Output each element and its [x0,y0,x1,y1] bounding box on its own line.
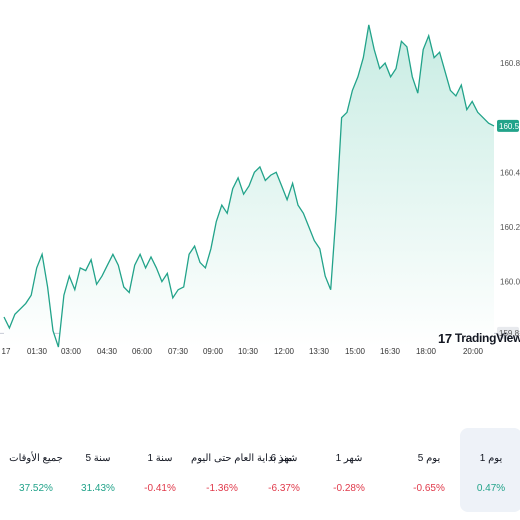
tradingview-logo-text: TradingView [454,331,520,345]
period-5-years[interactable]: 5 سنة 31.43% [67,428,129,512]
period-change: 0.47% [476,483,506,494]
period-change: -0.28% [333,483,365,494]
period-1-month[interactable]: 1 شهر -0.28% [318,428,380,512]
x-tick-label: 09:00 [203,347,224,356]
period-1-year[interactable]: 1 سنة -0.41% [129,428,191,512]
x-tick-label: 15:00 [345,347,366,356]
period-change: 31.43% [81,483,115,494]
x-tick-label: 18:00 [416,347,437,356]
tradingview-mark-icon: 17 [438,330,452,346]
x-tick-label: 20:00 [463,347,484,356]
last-price-marker: 160.570 [497,119,520,132]
x-tick-label: 10:30 [238,347,259,356]
price-line [3,24,495,348]
y-tick-label: 160.000 [500,278,520,287]
x-tick-label: 04:30 [97,347,118,356]
y-tick-label: 160.800 [500,59,520,68]
period-5-days[interactable]: 5 يوم -0.65% [398,428,460,512]
period-label: 1 يوم [479,453,503,464]
period-1-day[interactable]: 1 يوم 0.47% [460,428,520,512]
y-tick-label: 160.400 [500,168,520,177]
period-label: 5 يوم [417,453,441,464]
tradingview-logo[interactable]: 17 TradingView [438,329,520,347]
reference-price-label: 159.812 [499,329,520,338]
y-axis: 160.800 160.400 160.200 160.000 [500,59,520,286]
reference-price-marker: 159.812 [497,326,520,339]
x-tick-label: 03:00 [61,347,82,356]
period-ytd[interactable]: منذ بداية العام حتى اليوم -1.36% [191,428,293,512]
period-change: -6.37% [268,483,300,494]
x-tick-label: 12:00 [274,347,295,356]
x-tick-label: 17 [2,347,11,356]
x-axis: 17 01:30 03:00 04:30 06:00 07:30 09:00 10:30 12:… [2,347,484,356]
reference-price-label-bg [497,326,519,339]
period-all-time[interactable]: جميع الأوقات 37.52% [5,428,67,512]
period-label: منذ بداية العام حتى اليوم [191,453,293,464]
x-tick-label: 13:30 [309,347,330,356]
performance-periods: جميع الأوقات 37.52% 5 سنة 31.43% 1 سنة -… [0,428,520,520]
period-change: 37.52% [19,483,53,494]
period-label: 1 شهر [335,453,363,464]
period-6-months[interactable]: 6 شهر -6.37% [253,428,315,512]
period-label: 5 سنة [85,453,111,464]
x-tick-label: 06:00 [132,347,153,356]
period-label: 1 سنة [147,453,173,464]
x-tick-label: 01:30 [27,347,48,356]
price-chart[interactable]: 160.800 160.400 160.200 160.000 17 01:30 03:0… [0,0,520,390]
y-tick-label: 160.200 [500,223,520,232]
period-change: -0.41% [144,483,176,494]
x-tick-label: 16:30 [380,347,401,356]
last-price-label: 160.570 [499,122,520,131]
x-tick-label: 07:30 [168,347,189,356]
period-change: -0.65% [413,483,445,494]
period-label: 6 شهر [270,453,298,464]
last-price-label-bg [497,119,519,132]
period-change: -1.36% [206,483,238,494]
period-label: جميع الأوقات [9,453,63,464]
